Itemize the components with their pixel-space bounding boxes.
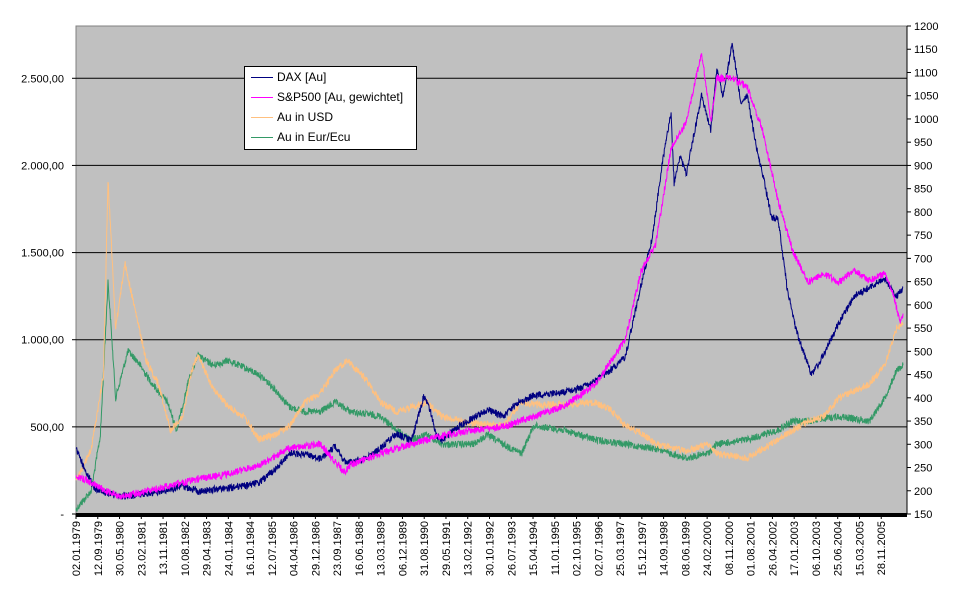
x-tick-label-16: 31.08.1990 (419, 521, 431, 576)
series-line-0 (75, 42, 904, 500)
x-tick-label-36: 15.03.2005 (855, 521, 867, 576)
x-tick-label-32: 26.04.2002 (767, 521, 779, 576)
series-line-1 (75, 53, 904, 500)
x-tick-label-15: 06.12.1989 (397, 521, 409, 576)
y-left-tick-label-2: 1.000,00 (21, 335, 64, 347)
x-tick-label-22: 11.01.1995 (550, 521, 562, 575)
y-right-tick-label-3: 300 (914, 439, 932, 451)
y-left-tick-label-4: 2.000,00 (21, 160, 64, 172)
x-tick-label-2: 30.05.1980 (115, 521, 127, 576)
legend-item-dax: DAX [Au] (251, 70, 326, 88)
x-tick-label-34: 06.10.2003 (811, 521, 823, 576)
legend-swatch-sp500 (251, 97, 273, 99)
x-axis: 02.01.1979 12.09.1979 30.05.1980 23.02.1981… (71, 513, 907, 576)
y-right-tick-label-12: 750 (914, 230, 932, 242)
y-left-tick-label-0: - (60, 509, 64, 521)
x-axis-baseline (76, 513, 907, 517)
y-right-tick-label-18: 1050 (914, 91, 938, 103)
legend-item-sp500: S&P500 [Au, gewichtet] (251, 90, 403, 108)
series-line-2 (75, 182, 904, 481)
y-right-tick-label-5: 400 (914, 393, 932, 405)
x-tick-label-8: 16.10.1984 (245, 521, 257, 576)
legend-swatch-au-usd (251, 117, 273, 119)
plot-area (75, 25, 908, 515)
y-left-tick-label-5: 2.500,00 (21, 73, 64, 85)
x-tick-label-18: 13.02.1992 (463, 521, 475, 576)
y-right-tick-label-4: 350 (914, 416, 932, 428)
y-right-tick-label-19: 1100 (914, 67, 938, 79)
y-right-tick-label-10: 650 (914, 277, 932, 289)
x-tick-label-9: 12.07.1985 (267, 521, 279, 576)
y-right-tick-label-7: 500 (914, 346, 932, 358)
legend-swatch-dax (251, 77, 273, 79)
x-tick-label-27: 14.09.1998 (659, 521, 671, 576)
x-tick-label-28: 08.06.1999 (680, 521, 692, 576)
legend-label-sp500: S&P500 [Au, gewichtet] (277, 90, 404, 104)
x-tick-label-21: 15.04.1994 (528, 521, 540, 576)
x-tick-label-26: 15.12.1997 (637, 521, 649, 576)
x-tick-label-24: 02.07.1996 (593, 521, 605, 576)
x-tick-label-33: 17.01.2003 (789, 521, 801, 576)
x-tick-label-31: 01.08.2001 (746, 521, 758, 576)
series-lines (75, 42, 904, 512)
y-right-tick-label-17: 1000 (914, 114, 938, 126)
x-tick-label-12: 23.09.1987 (332, 521, 344, 576)
y-right-tick-label-21: 1200 (914, 21, 938, 33)
y-right-tick-label-13: 800 (914, 207, 932, 219)
x-tick-label-29: 24.02.2000 (702, 521, 714, 576)
x-tick-label-17: 29.05.1991 (441, 521, 453, 576)
y-axis-left: - 500,00 1.000,00 1.500,00 2.000,00 2.500,00 (21, 73, 76, 521)
y-right-tick-label-8: 550 (914, 323, 932, 335)
y-right-tick-label-15: 900 (914, 160, 932, 172)
y-right-tick-label-11: 700 (914, 253, 932, 265)
x-tick-label-14: 13.03.1989 (376, 521, 388, 576)
y-right-tick-label-20: 1150 (914, 44, 938, 56)
x-tick-label-19: 30.10.1992 (485, 521, 497, 576)
y-right-tick-label-9: 600 (914, 300, 932, 312)
y-right-tick-label-2: 250 (914, 463, 932, 475)
y-right-tick-label-0: 150 (914, 509, 932, 521)
x-tick-label-1: 12.09.1979 (93, 521, 105, 576)
legend-item-au-eur: Au in Eur/Ecu (251, 130, 350, 148)
x-tick-label-6: 29.04.1983 (202, 521, 214, 576)
y-right-tick-label-16: 950 (914, 137, 932, 149)
x-tick-label-11: 29.12.1986 (310, 521, 322, 576)
x-tick-label-20: 26.07.1993 (506, 521, 518, 576)
legend-label-dax: DAX [Au] (277, 70, 327, 84)
legend-item-au-usd: Au in USD (251, 110, 333, 128)
y-left-tick-label-1: 500,00 (30, 422, 64, 434)
x-tick-label-30: 08.11.2000 (724, 521, 736, 575)
x-tick-label-37: 28.11.2005 (876, 521, 888, 575)
x-tick-label-10: 04.04.1986 (289, 521, 301, 576)
x-tick-label-23: 02.10.1995 (572, 521, 584, 576)
x-tick-label-35: 25.06.2004 (833, 521, 845, 576)
x-tick-label-4: 13.11.1981 (158, 521, 170, 575)
legend-swatch-au-eur (251, 137, 273, 139)
x-tick-label-7: 24.01.1984 (223, 521, 235, 576)
y-right-tick-label-1: 200 (914, 486, 932, 498)
gridlines (76, 77, 907, 428)
y-right-tick-label-14: 850 (914, 184, 932, 196)
legend-label-au-eur: Au in Eur/Ecu (277, 130, 351, 144)
y-right-tick-label-6: 450 (914, 370, 932, 382)
series-line-3 (75, 279, 904, 512)
x-tick-label-25: 25.03.1997 (615, 521, 627, 576)
x-tick-label-3: 23.02.1981 (136, 521, 148, 576)
legend-label-au-usd: Au in USD (277, 110, 334, 124)
y-left-tick-label-3: 1.500,00 (21, 248, 64, 260)
y-axis-right: 150 200 250 300 350 400 450 500 550 600 650 700 750 8… (906, 21, 938, 521)
legend: DAX [Au] S&P500 [Au, gewichtet] Au in US… (244, 66, 417, 150)
x-tick-label-13: 16.06.1988 (354, 521, 366, 576)
x-tick-label-0: 02.01.1979 (71, 521, 83, 576)
x-tick-label-5: 10.08.1982 (180, 521, 192, 576)
